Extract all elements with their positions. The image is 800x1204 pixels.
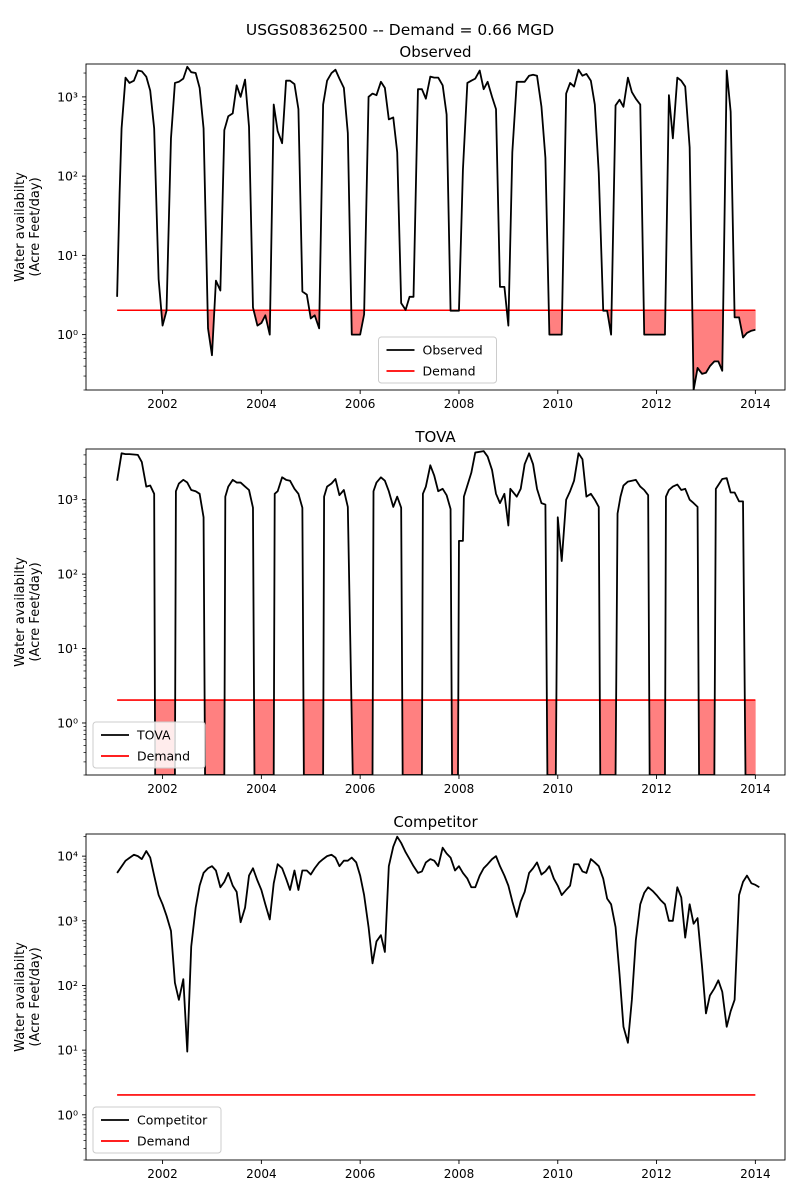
chart-title: Observed <box>399 43 471 61</box>
legend: Observed Demand <box>379 337 497 383</box>
y-axis-label: Water availabilty(Acre Feet/day) <box>13 557 43 667</box>
legend: TOVA Demand <box>93 722 205 768</box>
x-tick-label: 2006 <box>345 1167 376 1181</box>
x-tick-label: 2008 <box>444 782 475 796</box>
deficit-fill <box>747 310 751 333</box>
y-axis-label: Water availabilty(Acre Feet/day) <box>13 172 43 282</box>
plot-area <box>117 837 759 1095</box>
deficit-fill <box>205 700 224 775</box>
y-axis-label-line: (Acre Feet/day) <box>28 177 43 276</box>
x-tick-label: 2010 <box>542 1167 573 1181</box>
deficit-fill <box>650 700 665 775</box>
legend-label-competitor: Competitor <box>137 1113 208 1128</box>
y-tick-label: 10² <box>57 978 78 993</box>
series-line-competitor <box>117 837 759 1052</box>
y-tick-label: 10³ <box>57 913 78 928</box>
deficit-fill <box>698 310 702 374</box>
y-axis-label-line: Water availabilty <box>13 942 28 1052</box>
y-tick-label: 10² <box>57 567 78 582</box>
chart-title: Competitor <box>393 813 478 831</box>
deficit-fill <box>751 310 755 330</box>
y-tick-label: 10³ <box>57 492 78 507</box>
x-tick-label: 2008 <box>444 397 475 411</box>
legend-label-observed: Observed <box>423 343 483 358</box>
y-axis-label-line: (Acre Feet/day) <box>28 562 43 661</box>
x-tick-label: 2006 <box>345 782 376 796</box>
x-tick-label: 2010 <box>542 782 573 796</box>
x-tick-label: 2014 <box>740 1167 771 1181</box>
y-axis-label-line: Water availabilty <box>13 557 28 667</box>
deficit-fill <box>714 310 718 361</box>
x-tick-label: 2014 <box>740 782 771 796</box>
y-axis-label: Water availabilty(Acre Feet/day) <box>13 942 43 1052</box>
x-tick-label: 2002 <box>147 1167 178 1181</box>
deficit-fill <box>353 700 373 775</box>
chart-title: TOVA <box>414 428 456 446</box>
x-tick-label: 2002 <box>147 782 178 796</box>
deficit-fill <box>706 310 710 373</box>
y-tick-label: 10⁰ <box>57 1107 78 1122</box>
deficit-fill <box>304 700 323 775</box>
x-tick-label: 2004 <box>246 397 277 411</box>
y-axis-label-line: Water availabilty <box>13 172 28 282</box>
legend-label-demand: Demand <box>137 1134 190 1149</box>
deficit-fill <box>600 700 615 775</box>
deficit-fill <box>653 310 657 334</box>
chart-panel-1: 2002 2004 2006 2008 2010 2012 2014 10⁰ 10¹ 10² 10³… <box>13 43 785 411</box>
deficit-fill <box>702 310 706 374</box>
chart-panel-2: 2002 2004 2006 2008 2010 2012 2014 10⁰ 10¹ 10² 10³… <box>13 428 785 796</box>
y-tick-label: 10¹ <box>57 248 78 263</box>
y-axis-label-line: (Acre Feet/day) <box>28 947 43 1046</box>
deficit-fill <box>356 310 360 334</box>
x-tick-label: 2006 <box>345 397 376 411</box>
legend: Competitor Demand <box>93 1107 221 1153</box>
deficit-fill <box>547 700 555 775</box>
y-tick-label: 10⁰ <box>57 715 78 730</box>
legend-label-demand: Demand <box>423 364 476 379</box>
y-tick-label: 10² <box>57 169 78 184</box>
deficit-fill <box>648 310 652 334</box>
deficit-fill <box>452 700 458 775</box>
x-tick-label: 2008 <box>444 1167 475 1181</box>
x-tick-label: 2014 <box>740 397 771 411</box>
deficit-fill <box>745 700 755 775</box>
x-tick-label: 2012 <box>641 782 672 796</box>
y-tick-label: 10³ <box>57 89 78 104</box>
deficit-fill <box>254 700 273 775</box>
y-tick-label: 10¹ <box>57 1043 78 1058</box>
chart-panel-3: 2002 2004 2006 2008 2010 2012 2014 10⁰ 10¹ 10² 10³… <box>13 813 785 1181</box>
legend-label-tova: TOVA <box>136 728 171 743</box>
deficit-fill <box>403 700 422 775</box>
y-tick-label: 10⁴ <box>57 849 78 864</box>
legend-label-demand: Demand <box>137 749 190 764</box>
deficit-fill <box>554 310 558 334</box>
y-tick-label: 10¹ <box>57 641 78 656</box>
deficit-fill <box>699 700 714 775</box>
deficit-fill <box>657 310 661 334</box>
x-tick-label: 2010 <box>542 397 573 411</box>
y-tick-label: 10⁰ <box>57 327 78 342</box>
x-tick-label: 2012 <box>641 397 672 411</box>
deficit-fill <box>710 310 714 366</box>
x-tick-label: 2004 <box>246 782 277 796</box>
x-tick-label: 2002 <box>147 397 178 411</box>
x-tick-label: 2012 <box>641 1167 672 1181</box>
plot-area <box>117 451 755 775</box>
figure-title: USGS08362500 -- Demand = 0.66 MGD <box>0 21 800 39</box>
x-tick-label: 2004 <box>246 1167 277 1181</box>
